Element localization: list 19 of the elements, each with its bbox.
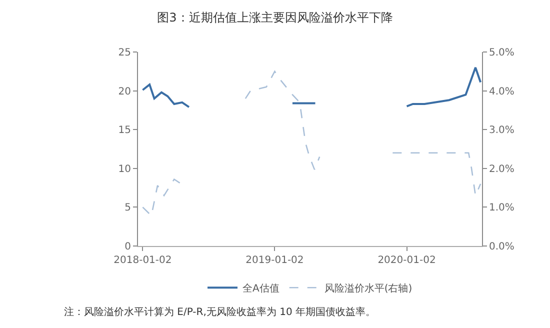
y-tick-label: 20 bbox=[118, 86, 131, 98]
chart-title: 图3：近期估值上涨主要因风险溢价水平下降 bbox=[157, 10, 393, 25]
y2-tick-label: 4.0% bbox=[489, 86, 514, 98]
y2-tick-label: 5.0% bbox=[489, 48, 514, 58]
y-tick-label: 25 bbox=[118, 48, 131, 58]
legend-label: 风险溢价水平(右轴) bbox=[324, 282, 412, 295]
x-tick-label: 2020-01-02 bbox=[378, 255, 436, 266]
y2-tick-label: 0.0% bbox=[489, 242, 514, 252]
y2-tick-label: 1.0% bbox=[489, 202, 514, 214]
y2-tick-label: 3.0% bbox=[489, 125, 514, 136]
y2-tick-label: 2.0% bbox=[489, 164, 514, 175]
y-tick-label: 0 bbox=[124, 242, 131, 252]
x-tick-label: 2019-01-02 bbox=[246, 255, 304, 266]
text: 注：风险溢价水平计算为 E/P-R,无风险收益率为 10 年期国债收益率。 bbox=[64, 306, 376, 318]
y-tick-label: 15 bbox=[118, 125, 131, 136]
y-tick-label: 10 bbox=[118, 164, 131, 175]
x-tick-label: 2018-01-02 bbox=[114, 255, 172, 266]
y-tick-label: 5 bbox=[124, 202, 131, 214]
legend-label: 全A估值 bbox=[242, 282, 280, 295]
